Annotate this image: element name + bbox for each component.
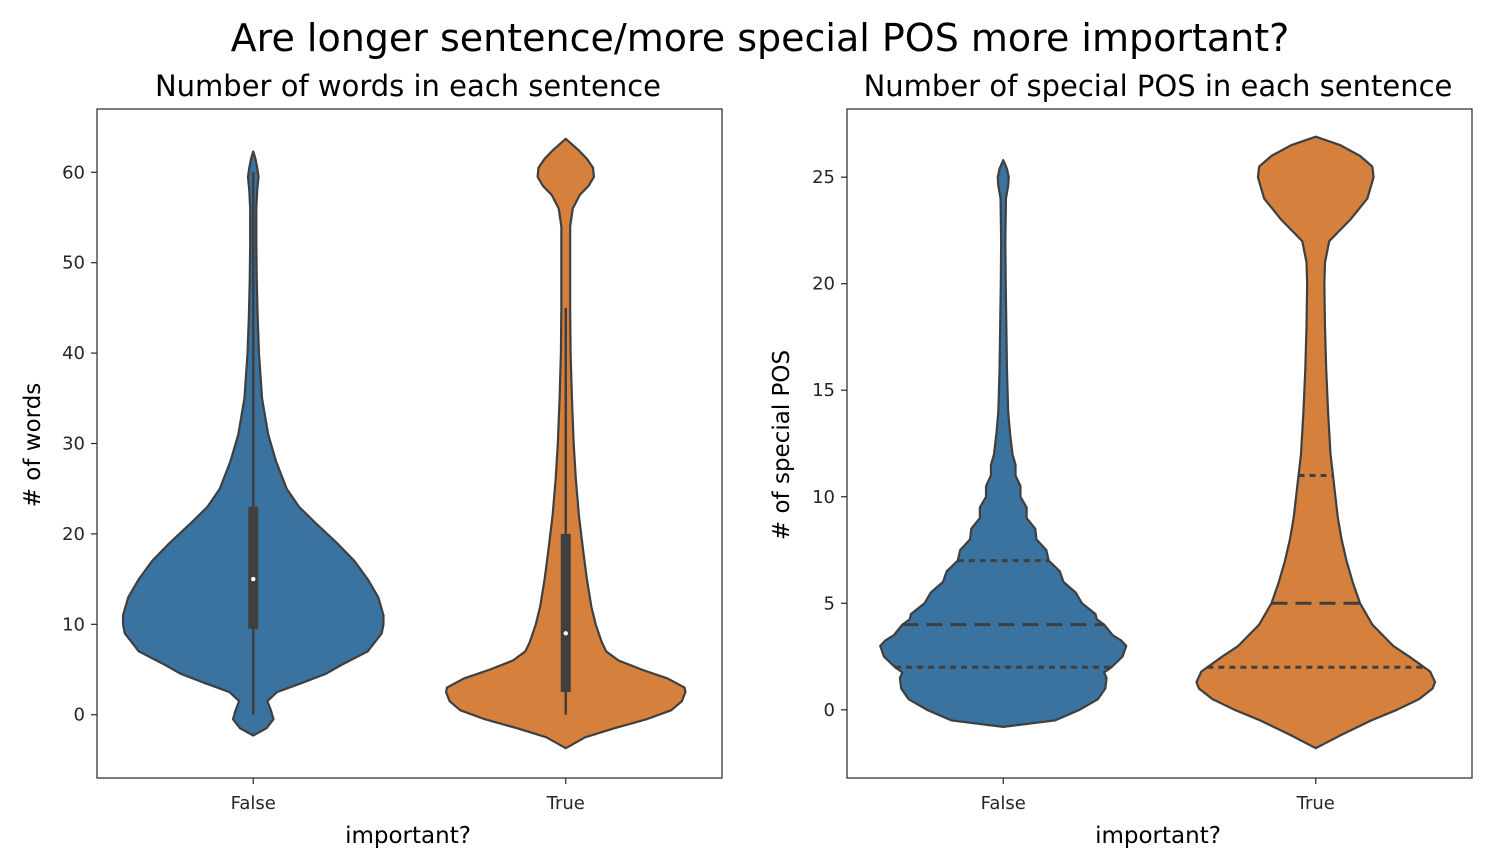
panel-special-pos-x-tick-label: False [981, 793, 1026, 814]
violin-words-true-iqr-box [560, 533, 571, 693]
violin-special-pos-true [1195, 135, 1437, 750]
panel-words-y-tick-label: 60 [62, 162, 85, 183]
panel-words-plot-area: 0 10 20 30 40 50 60 False True [62, 137, 687, 814]
panel-special-pos-plot-area: 0 5 10 15 20 25 False True [812, 135, 1437, 814]
panel-words-title: Number of words in each sentence [155, 69, 661, 103]
panel-words: Number of words in each sentence importa… [20, 69, 723, 849]
panel-special-pos-y-tick-label: 15 [812, 380, 835, 401]
panel-words-y-axis-label: # of words [20, 383, 46, 508]
violin-special-pos-false [879, 159, 1128, 728]
panel-special-pos-frame [846, 108, 1473, 779]
figure-title: Are longer sentence/more special POS mor… [231, 16, 1290, 60]
panel-words-frame [96, 108, 723, 779]
panel-words-y-tick-label: 10 [62, 614, 85, 635]
panel-special-pos-y-tick-label: 5 [824, 593, 835, 614]
violin-words-false-median-dot [251, 576, 256, 582]
panel-special-pos: Number of special POS in each sentence i… [769, 69, 1473, 849]
violin-words-false-iqr-box [248, 506, 259, 629]
panel-words-y-tick-label: 30 [62, 434, 85, 455]
panel-special-pos-y-tick-label: 10 [812, 487, 835, 508]
panel-special-pos-y-axis-label: # of special POS [769, 350, 795, 540]
panel-words-x-axis-label: important? [345, 823, 471, 849]
panel-special-pos-y-tick-label: 0 [824, 700, 835, 721]
panel-words-y-tick-label: 20 [62, 524, 85, 545]
panel-words-y-tick-label: 0 [74, 705, 85, 726]
violin-words-true-median-dot [563, 631, 568, 636]
panel-special-pos-title: Number of special POS in each sentence [864, 69, 1453, 103]
panel-special-pos-x-tick-label: True [1296, 793, 1335, 814]
panel-words-x-tick-label: True [546, 793, 585, 814]
panel-special-pos-y-tick-label: 20 [812, 274, 835, 295]
panel-words-x-tick-label: False [231, 793, 276, 814]
panel-special-pos-x-axis-label: important? [1095, 823, 1221, 849]
panel-words-y-tick-label: 40 [62, 343, 85, 364]
panel-words-y-tick-label: 50 [62, 253, 85, 274]
panel-special-pos-y-tick-label: 25 [812, 167, 835, 188]
